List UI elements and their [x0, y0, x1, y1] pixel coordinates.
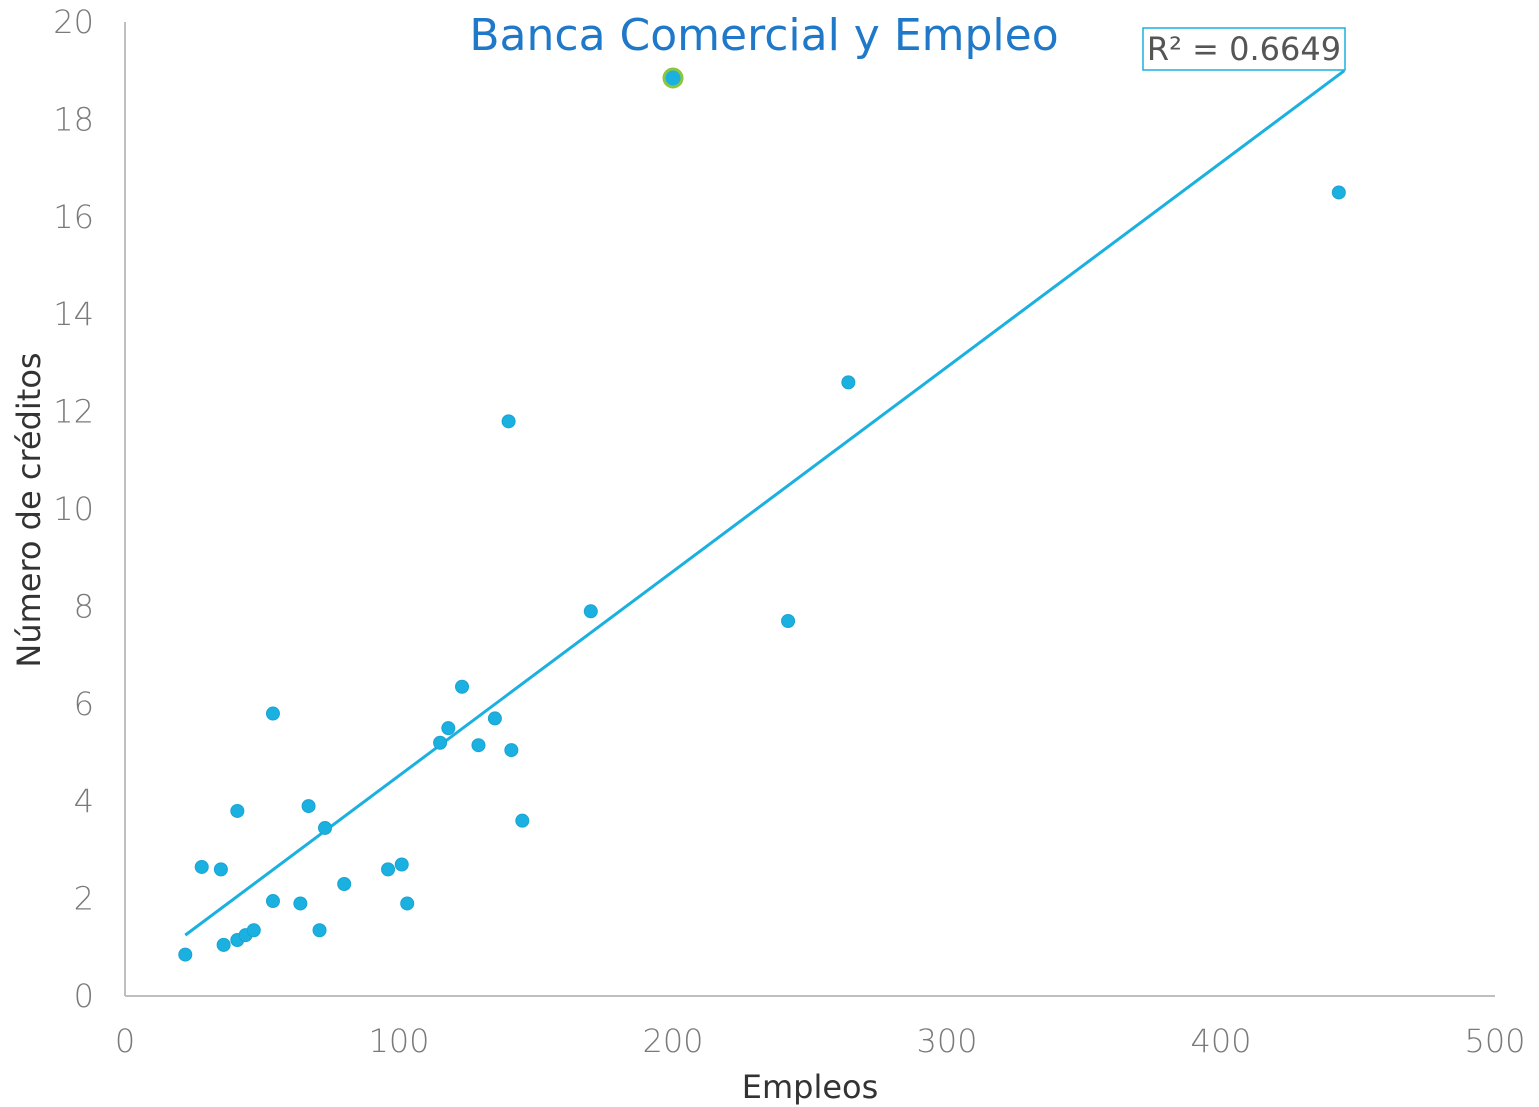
data-point	[400, 896, 415, 911]
x-tick-label: 100	[368, 1022, 429, 1060]
y-tick-label: 8	[74, 587, 94, 625]
data-point	[583, 604, 598, 619]
y-tick-label: 18	[53, 100, 94, 138]
y-tick-label: 4	[74, 782, 94, 820]
data-point	[487, 711, 502, 726]
data-point	[293, 896, 308, 911]
trendline-layer	[184, 69, 1346, 937]
data-point	[455, 679, 470, 694]
data-point	[312, 923, 327, 938]
axes	[124, 22, 1495, 997]
data-point	[216, 937, 231, 952]
data-point	[433, 735, 448, 750]
r2-annotation: R² = 0.6649	[1142, 27, 1346, 71]
x-tick-labels: 0 100 200 300 400 500	[115, 1022, 1526, 1060]
data-point	[394, 857, 409, 872]
data-point	[1331, 185, 1346, 200]
x-tick-label: 500	[1464, 1022, 1525, 1060]
data-point	[471, 738, 486, 753]
trendline	[184, 69, 1346, 937]
y-tick-label: 16	[53, 198, 94, 236]
data-point	[337, 876, 352, 891]
y-tick-label: 0	[74, 977, 94, 1015]
data-point	[441, 721, 456, 736]
data-point	[265, 894, 280, 909]
y-tick-labels: 0 2 4 6 8 10 12 14 16 18 20	[53, 3, 94, 1015]
highlighted-data-point	[662, 67, 684, 89]
data-point	[381, 862, 396, 877]
y-tick-label: 20	[53, 3, 94, 41]
data-point	[301, 799, 316, 814]
x-axis-title: Empleos	[742, 1068, 879, 1106]
data-point	[213, 862, 228, 877]
chart-title: Banca Comercial y Empleo	[469, 10, 1058, 61]
data-point	[515, 813, 530, 828]
y-tick-label: 2	[74, 880, 94, 918]
data-points	[178, 67, 1346, 962]
y-tick-label: 6	[74, 685, 94, 723]
r2-label: R² = 0.6649	[1147, 30, 1341, 68]
r2-box	[1142, 27, 1346, 71]
x-tick-label: 0	[115, 1022, 135, 1060]
y-axis-title: Número de créditos	[10, 352, 48, 667]
y-tick-label: 12	[53, 393, 94, 431]
data-point	[194, 859, 209, 874]
data-point	[841, 375, 856, 390]
data-point	[501, 414, 516, 429]
y-tick-label: 10	[53, 490, 94, 528]
x-tick-label: 200	[642, 1022, 703, 1060]
data-point	[781, 614, 796, 629]
data-point	[246, 923, 261, 938]
x-tick-label: 400	[1190, 1022, 1251, 1060]
y-tick-label: 14	[53, 295, 94, 333]
data-point	[504, 743, 519, 758]
x-tick-label: 300	[916, 1022, 977, 1060]
data-point	[318, 820, 333, 835]
data-point	[230, 803, 245, 818]
data-point	[178, 947, 193, 962]
data-point	[265, 706, 280, 721]
